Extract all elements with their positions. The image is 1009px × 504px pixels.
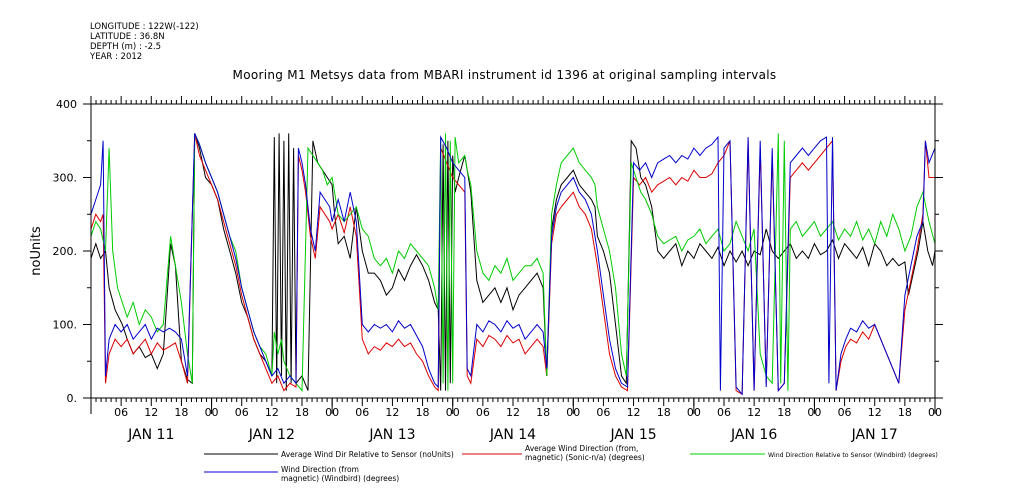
y-tick-label: 0.	[67, 392, 78, 405]
legend-label: Wind Direction Relative to Sensor (Windb…	[768, 452, 938, 459]
x-tick-label: 12	[506, 406, 520, 419]
legend-label: magnetic) (Windbird) (degrees)	[281, 474, 399, 483]
series-layer	[90, 133, 936, 396]
x-day-label: JAN 13	[368, 427, 415, 443]
x-tick-label: 00	[325, 406, 339, 419]
series-line-2	[90, 133, 935, 396]
x-tick-label: 06	[114, 406, 128, 419]
y-axis-label: noUnits	[29, 226, 44, 276]
x-tick-label: 00	[807, 406, 821, 419]
x-tick-label: 00	[687, 406, 701, 419]
x-day-label: JAN 16	[730, 427, 777, 443]
y-tick-label: 300.	[53, 172, 78, 185]
x-tick-label: 06	[476, 406, 490, 419]
chart-title: Mooring M1 Metsys data from MBARI instru…	[232, 68, 777, 82]
x-tick-label: 06	[596, 406, 610, 419]
x-tick-label: 06	[355, 406, 369, 419]
x-day-label: JAN 12	[248, 427, 295, 443]
legend-label: Wind Direction (from	[281, 465, 359, 474]
x-day-label: JAN 11	[127, 427, 174, 443]
axes-layer: 06 12 18 00 06 12 18 00 06 12 18 00 06 12 18 00 06 12 18 00…	[53, 96, 943, 443]
x-tick-label: 12	[385, 406, 399, 419]
y-tick-label: 100.	[53, 319, 78, 332]
series-line-1	[90, 133, 936, 391]
longitude-label: LONGITUDE : 122W(-122)	[90, 22, 199, 32]
x-tick-label: 00	[566, 406, 580, 419]
x-tick-label: 12	[747, 406, 761, 419]
x-tick-label: 18	[898, 406, 912, 419]
x-tick-label: 18	[416, 406, 430, 419]
x-tick-label: 12	[868, 406, 882, 419]
x-day-label: JAN 14	[489, 427, 536, 443]
x-tick-label: 00	[928, 406, 942, 419]
x-tick-label: 12	[144, 406, 158, 419]
legend: Average Wind Dir Relative to Sensor (noU…	[204, 444, 938, 483]
plot-frame	[90, 103, 936, 399]
x-tick-label: 06	[838, 406, 852, 419]
legend-label: Average Wind Direction (from,	[525, 444, 638, 453]
x-tick-label: 00	[446, 406, 460, 419]
x-tick-label: 06	[717, 406, 731, 419]
x-tick-label: 12	[627, 406, 641, 419]
y-tick-label: 400	[56, 98, 77, 111]
x-tick-label: 00	[205, 406, 219, 419]
x-tick-label: 06	[235, 406, 249, 419]
x-tick-label: 18	[536, 406, 550, 419]
x-day-label: JAN 15	[609, 427, 656, 443]
year-label: YEAR : 2012	[90, 52, 143, 62]
legend-label: magnetic) (Sonic-n/a) (degrees)	[525, 453, 645, 462]
x-tick-label: 18	[295, 406, 309, 419]
y-tick-label: 200.	[53, 245, 78, 258]
x-tick-label: 18	[657, 406, 671, 419]
x-tick-label: 12	[265, 406, 279, 419]
x-day-label: JAN 17	[851, 427, 898, 443]
metadata-block: LONGITUDE : 122W(-122) LATITUDE : 36.8N …	[90, 22, 199, 62]
series-line-4	[90, 133, 936, 396]
latitude-label: LATITUDE : 36.8N	[90, 32, 165, 42]
legend-label: Average Wind Dir Relative to Sensor (noU…	[281, 450, 454, 459]
x-tick-label: 18	[174, 406, 188, 419]
x-tick-label: 18	[777, 406, 791, 419]
depth-label: DEPTH (m) : -2.5	[90, 42, 162, 52]
series-line-3	[90, 133, 936, 392]
